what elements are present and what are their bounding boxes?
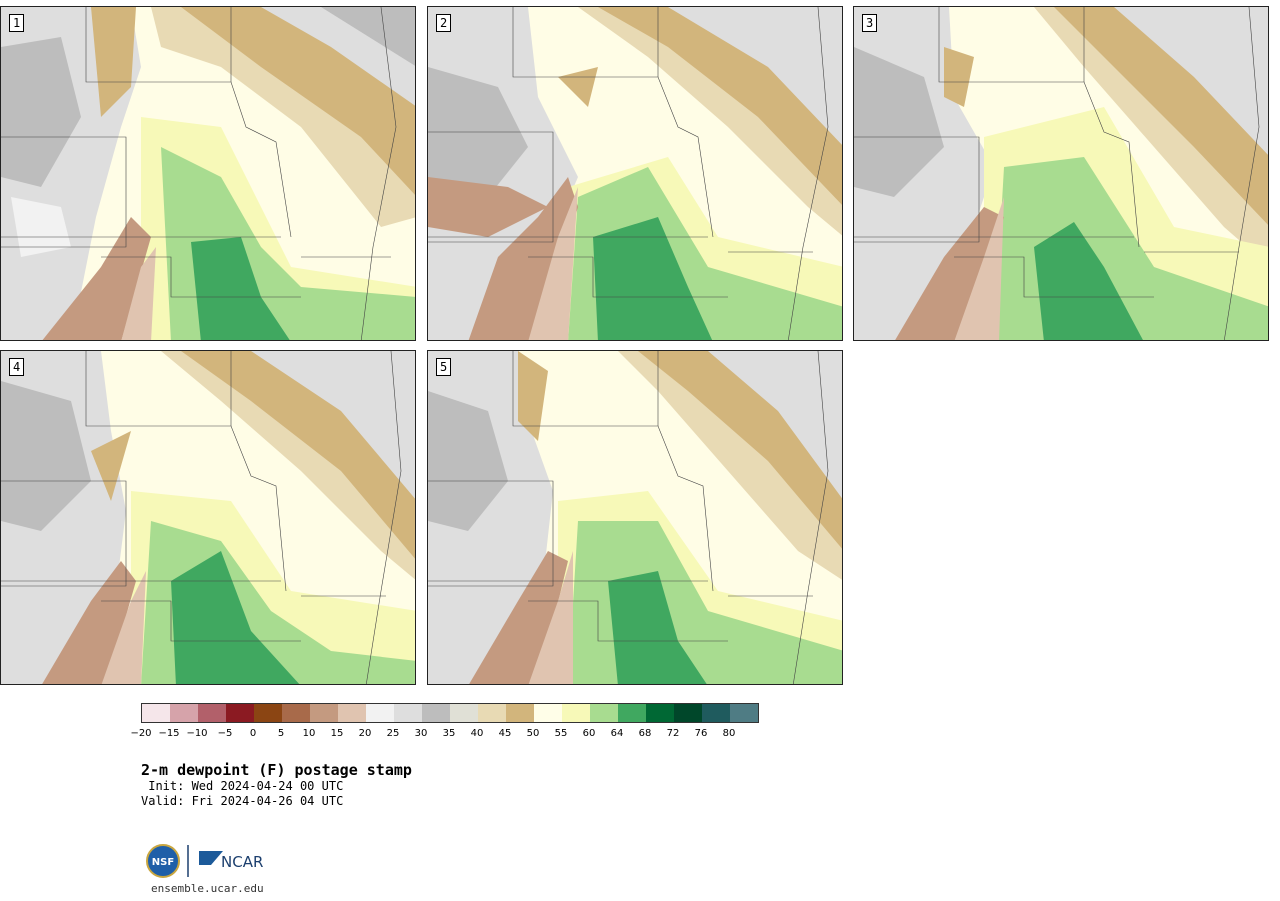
colorbar-tick-label: 55: [554, 728, 568, 739]
colorbar-swatch: [310, 704, 338, 722]
colorbar-swatch: [394, 704, 422, 722]
colorbar-tick-label: 20: [358, 728, 372, 739]
colorbar-tick-label: −20: [130, 728, 152, 739]
colorbar-swatch: [562, 704, 590, 722]
colorbar-tick-label: 76: [694, 728, 708, 739]
colorbar-tick-label: 40: [470, 728, 484, 739]
svg-text:NSF: NSF: [152, 857, 174, 868]
colorbar-tick-label: 80: [722, 728, 736, 739]
colorbar-swatch: [282, 704, 310, 722]
colorbar-tick-label: 45: [498, 728, 512, 739]
colorbar-swatch: [534, 704, 562, 722]
colorbar-swatch: [702, 704, 730, 722]
colorbar-swatch: [618, 704, 646, 722]
colorbar-swatch: [170, 704, 198, 722]
colorbar-tick-label: −15: [158, 728, 180, 739]
dewpoint-map: [1, 7, 415, 340]
member-panel-2: 2: [427, 6, 843, 341]
valid-time: Valid: Fri 2024-04-26 04 UTC: [141, 794, 344, 808]
colorbar-swatch: [366, 704, 394, 722]
plot-title: 2-m dewpoint (F) postage stamp: [141, 761, 412, 779]
dewpoint-map: [1, 351, 415, 684]
colorbar-tick-label: 10: [302, 728, 316, 739]
colorbar-swatch: [198, 704, 226, 722]
colorbar-tick-label: 25: [386, 728, 400, 739]
colorbar-swatch: [254, 704, 282, 722]
member-panel-1: 1: [0, 6, 416, 341]
colorbar-swatch: [142, 704, 170, 722]
colorbar-tick-label: 60: [582, 728, 596, 739]
colorbar-swatch: [674, 704, 702, 722]
colorbar-tick-label: 5: [277, 728, 285, 739]
colorbar-ticks: −20 −15 −10 −5 0 5 10 15 20 25 30 35 40 45 50 55 60 64 68 7…: [130, 728, 761, 742]
nsf-ncar-logo: NSF NCAR: [146, 844, 263, 878]
member-panel-3: 3: [853, 6, 1269, 341]
init-time: Init: Wed 2024-04-24 00 UTC: [141, 779, 344, 793]
logo-wordmark: NCAR: [221, 853, 263, 871]
colorbar-tick-label: −5: [217, 728, 233, 739]
colorbar-swatch: [226, 704, 254, 722]
member-panel-4: 4: [0, 350, 416, 685]
colorbar-swatch: [730, 704, 758, 722]
colorbar-tick-label: 50: [526, 728, 540, 739]
dewpoint-map: [428, 7, 842, 340]
panel-number: 4: [9, 358, 25, 376]
colorbar-swatch: [590, 704, 618, 722]
colorbar-swatch: [450, 704, 478, 722]
colorbar: [141, 703, 759, 723]
panel-number: 5: [436, 358, 452, 376]
colorbar-tick-label: 30: [414, 728, 428, 739]
colorbar-swatch: [478, 704, 506, 722]
member-panel-5: 5: [427, 350, 843, 685]
colorbar-swatch: [422, 704, 450, 722]
panel-number: 1: [9, 14, 25, 32]
colorbar-swatch: [646, 704, 674, 722]
colorbar-tick-label: 35: [442, 728, 456, 739]
dewpoint-map: [854, 7, 1268, 340]
panel-number: 2: [436, 14, 452, 32]
dewpoint-map: [428, 351, 842, 684]
colorbar-tick-label: 0: [249, 728, 257, 739]
site-url: ensemble.ucar.edu: [151, 882, 264, 895]
colorbar-swatch: [506, 704, 534, 722]
colorbar-tick-label: −10: [186, 728, 208, 739]
colorbar-tick-label: 72: [666, 728, 680, 739]
colorbar-tick-label: 15: [330, 728, 344, 739]
panel-number: 3: [862, 14, 878, 32]
colorbar-tick-label: 64: [610, 728, 624, 739]
colorbar-tick-label: 68: [638, 728, 652, 739]
colorbar-swatch: [338, 704, 366, 722]
